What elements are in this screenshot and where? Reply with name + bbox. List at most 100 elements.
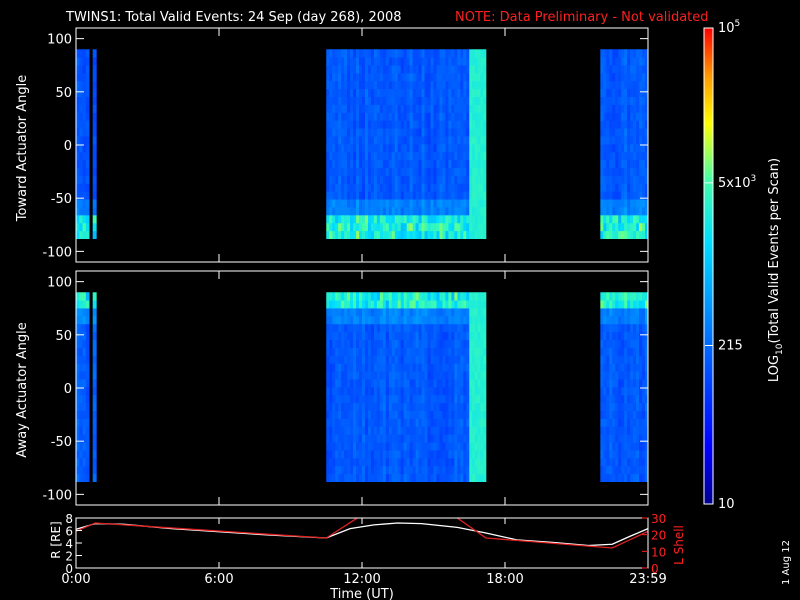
heatmap-cell [85,308,90,317]
heatmap-cell [391,371,396,380]
heatmap-cell [477,96,481,105]
heatmap-cell [615,143,619,153]
heatmap-cell [612,363,616,372]
heatmap-cell [618,136,622,145]
heatmap-cell [92,418,97,427]
heatmap-cell [356,386,360,396]
heatmap-cell [451,136,455,145]
heatmap-cell [76,339,80,348]
heatmap-cell [338,465,342,475]
heatmap-cell [421,347,425,356]
heatmap-cell [92,347,97,356]
heatmap-cell [439,151,443,161]
heatmap-cell [406,175,411,184]
heatmap-cell [391,96,396,105]
heatmap-cell [466,120,470,129]
heatmap-cell [424,323,428,333]
heatmap-cell [480,183,484,192]
heatmap-cell [439,167,443,176]
heatmap-cell [406,371,411,380]
heatmap-cell [338,80,342,90]
heatmap-cell [362,136,366,145]
heatmap-cell [612,49,616,58]
heatmap-cell [382,300,387,309]
heatmap-cell [85,120,90,129]
heatmap-cell [376,300,381,309]
heatmap-cell [350,292,354,301]
heatmap-cell [480,355,484,364]
heatmap-cell [477,450,481,459]
heatmap-cell [406,394,411,404]
heatmap-cell [376,183,381,192]
heatmap-cell [477,418,481,427]
heatmap-cell [451,315,455,325]
heatmap-cell [382,434,387,443]
heatmap-cell [621,57,625,66]
heatmap-cell [621,183,625,192]
heatmap-cell [409,191,414,200]
heatmap-cell [448,159,452,169]
heatmap-cell [627,104,631,113]
heatmap-cell [332,214,336,224]
heatmap-cell [400,214,405,224]
heatmap-cell [436,402,440,412]
heatmap-cell [379,104,384,113]
heatmap-cell [406,72,411,82]
heatmap-cell [454,308,458,317]
heatmap-cell [633,339,637,348]
heatmap-cell [406,434,411,443]
heatmap-cell [415,315,420,325]
heatmap-cell [347,473,351,482]
heatmap-cell [639,104,643,113]
heatmap-cell [370,96,375,105]
heatmap-cell [424,230,428,239]
heatmap-cell [627,191,631,200]
heatmap-cell [341,128,345,137]
heatmap-cell [630,151,634,161]
heatmap-cell [418,315,422,325]
heatmap-cell [79,292,83,301]
heatmap-cell [397,49,402,58]
heatmap-cell [466,191,470,200]
heatmap-cell [391,222,396,232]
heatmap-cell [642,112,646,121]
heatmap-cell [376,57,381,66]
heatmap-cell [379,128,384,137]
heatmap-cell [394,308,399,317]
heatmap-cell [445,199,449,208]
heatmap-cell [642,402,646,412]
heatmap-cell [480,104,484,113]
heatmap-cell [347,363,351,372]
heatmap-cell [341,80,345,90]
heatmap-cell [439,88,443,98]
heatmap-cell [400,450,405,459]
heatmap-cell [642,347,646,356]
heatmap-cell [600,292,604,301]
heatmap-cell [82,386,87,396]
heatmap-cell [394,394,399,404]
heatmap-cell [85,394,90,404]
heatmap-cell [627,167,631,176]
heatmap-cell [480,88,484,98]
heatmap-cell [79,222,83,232]
heatmap-cell [388,339,393,348]
heatmap-cell [460,96,464,105]
heatmap-cell [618,57,622,66]
heatmap-cell [370,418,375,427]
heatmap-cell [329,323,333,333]
heatmap-cell [415,426,420,435]
heatmap-cell [642,96,646,105]
heatmap-cell [347,143,351,153]
heatmap-cell [418,49,422,58]
heatmap-cell [627,465,631,475]
heatmap-cell [606,207,610,216]
heatmap-cell [353,230,357,239]
heatmap-cell [347,191,351,200]
heatmap-cell [406,379,411,388]
heatmap-cell [460,199,464,208]
heatmap-cell [364,214,369,224]
heatmap-cell [373,175,378,184]
heatmap-cell [356,308,360,317]
heatmap-cell [469,386,473,396]
heatmap-cell [451,465,455,475]
